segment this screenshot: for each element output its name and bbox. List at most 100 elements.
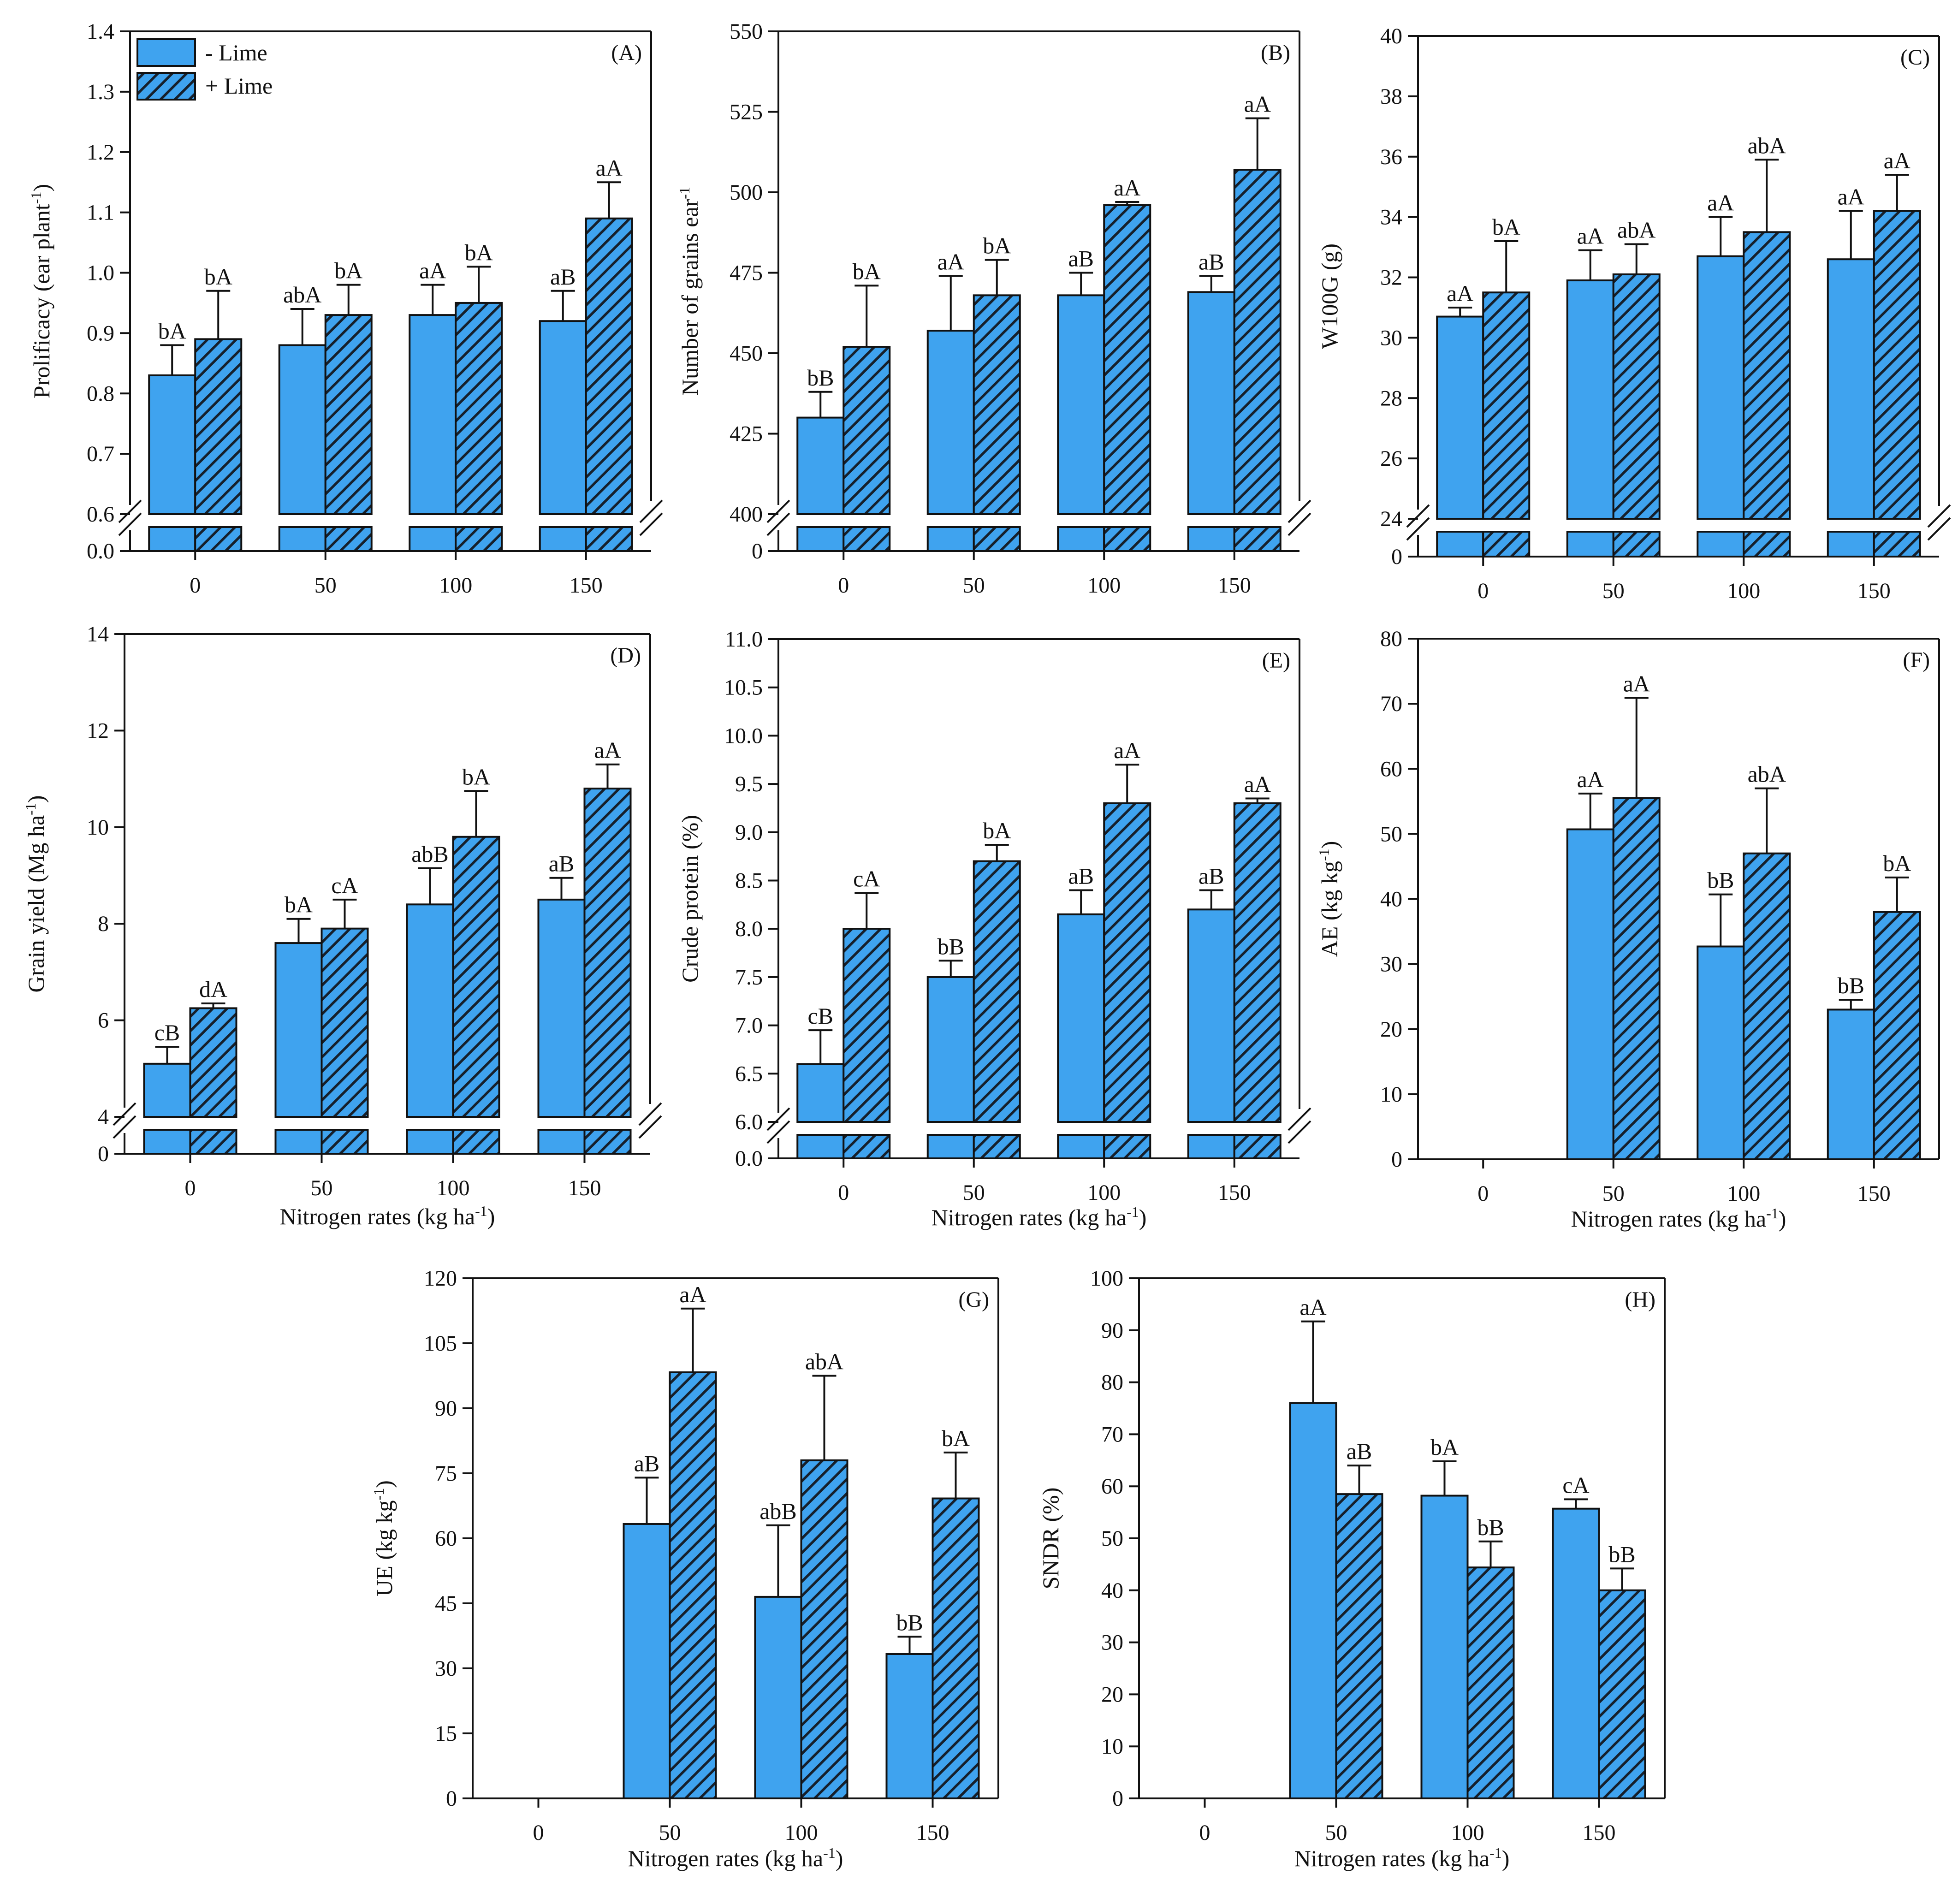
y-tick-label: 0.7 [87,442,114,466]
significance-letter: abA [1748,132,1786,158]
y-tick-label: 525 [730,100,763,125]
y-tick-label: 50 [1101,1526,1123,1551]
y-axis-label: Number of grains ear-1 [676,187,703,396]
bar-minus-lime [409,314,457,515]
x-tick-label: 100 [437,1176,470,1200]
bar-minus-lime-base [409,526,457,552]
y-tick-label: 30 [1380,326,1402,350]
significance-letter: abA [805,1349,843,1375]
axis-break-left [118,512,142,536]
y-tick-label: 60 [1101,1474,1123,1499]
bar-plus-lime-base [1612,531,1661,558]
significance-letter: bB [896,1609,923,1635]
bar-minus-lime [796,416,845,515]
bar-plus-lime-base [585,526,633,552]
significance-letter: bA [983,818,1011,843]
significance-letter: aA [937,249,964,274]
bar-plus-lime [585,217,633,515]
bar-minus-lime-base [1827,531,1875,558]
bar-minus-lime-base [1187,1134,1235,1159]
y-tick-label: 80 [1380,627,1402,651]
y-tick-label: 105 [424,1331,457,1356]
bar-minus-lime-base [148,526,196,552]
bar-plus-lime [1233,169,1282,515]
legend-label-minus-lime: - Lime [205,40,267,65]
y-tick-label: 7.5 [735,965,763,990]
y-tick-label: 45 [435,1591,457,1616]
bar-minus-lime [926,976,975,1123]
significance-letter: cA [1562,1472,1589,1498]
bar-minus-lime [1420,1495,1469,1799]
x-tick-label: 150 [1218,1180,1251,1205]
axis-break-left [118,499,142,523]
significance-letter: aB [549,851,575,877]
bar-plus-lime [583,788,632,1118]
significance-letter: bA [1492,214,1520,240]
bar-plus-lime [843,346,891,515]
significance-letter: aA [1244,91,1271,117]
y-tick-label: 8 [98,912,109,936]
panel-label: (H) [1625,1287,1655,1312]
y-tick-label: 30 [1101,1631,1123,1655]
panel-label: (D) [610,643,641,668]
x-tick-label: 50 [963,573,985,598]
bar-minus-lime [148,374,196,515]
bar-minus-lime [1436,315,1484,520]
y-tick-label: 450 [730,341,763,366]
y-tick-label: 28 [1380,386,1402,410]
significance-letter: aA [419,258,446,284]
x-tick-label: 0 [838,573,849,598]
y-tick-label: 8.5 [735,869,763,893]
bar-minus-lime [1057,913,1105,1123]
y-tick-label: 26 [1380,446,1402,471]
bar-plus-lime [800,1459,848,1800]
axis-break-left [766,512,790,536]
axis-break-right [1288,1120,1311,1144]
significance-letter: abB [411,841,449,867]
y-tick-label: 24 [1380,507,1402,531]
y-tick-label: 15 [435,1721,457,1746]
bar-minus-lime [1697,255,1745,520]
y-tick-label: 1.4 [87,19,114,44]
bar-minus-lime [1057,294,1105,515]
panel-label: (E) [1262,648,1290,673]
y-tick-label: 1.2 [87,140,114,165]
panel-label: (B) [1261,41,1290,65]
x-tick-label: 100 [1727,1181,1760,1206]
significance-letter: bB [1707,867,1734,893]
axis-break-right [638,1102,662,1126]
significance-letter: aA [1577,766,1604,792]
legend-swatch-minus-lime [136,38,196,67]
bar-minus-lime-base [1187,526,1235,552]
significance-letter: bB [1477,1514,1504,1540]
bar-plus-lime [189,1007,237,1118]
legend: - Lime + Lime [136,38,273,101]
y-tick-label: 475 [730,261,763,285]
legend-swatch-plus-lime [136,72,196,101]
bar-plus-lime-base [1103,526,1151,552]
bar-minus-lime [885,1653,934,1799]
x-tick-label: 100 [1451,1821,1484,1845]
axis-break-left [113,1115,136,1139]
bar-minus-lime [1187,291,1235,515]
bar-plus-lime [1103,802,1151,1123]
x-tick-label: 50 [1602,1181,1625,1206]
y-tick-label: 8.0 [735,917,763,941]
bar-minus-lime [1289,1402,1337,1799]
significance-letter: abB [759,1498,797,1524]
bar-minus-lime [926,330,975,515]
bar-plus-lime [973,294,1021,515]
significance-letter: bA [1883,850,1911,876]
bar-plus-lime [1873,210,1921,520]
y-tick-label: 9.5 [735,772,763,796]
y-tick-label: 0 [1112,1786,1123,1811]
y-tick-label: 34 [1380,205,1402,230]
x-tick-label: 0 [1477,579,1489,603]
axis-break-right [638,1115,662,1139]
y-tick-label: 20 [1380,1017,1402,1042]
y-tick-label: 70 [1101,1422,1123,1447]
x-tick-label: 0 [1477,1181,1489,1206]
significance-letter: cA [853,866,880,892]
x-tick-label: 50 [314,573,337,598]
y-tick-label: 6 [98,1008,109,1033]
